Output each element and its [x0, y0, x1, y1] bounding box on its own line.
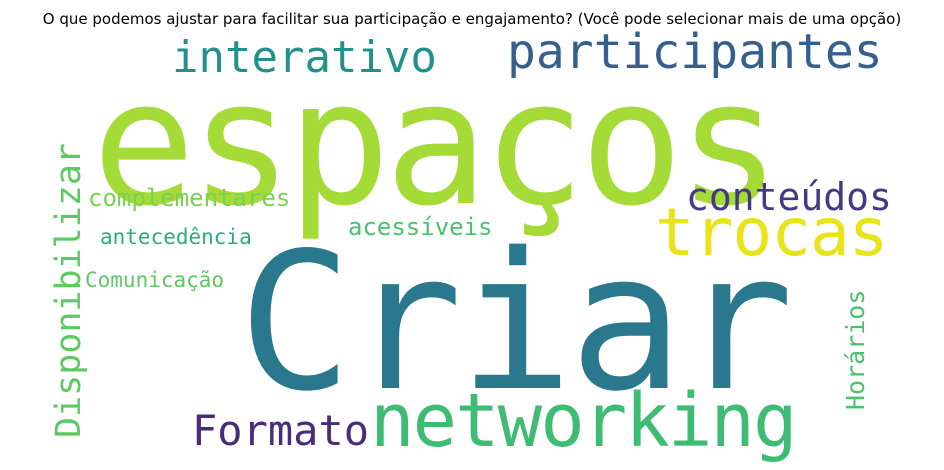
word-conteudos: conteúdos [686, 175, 892, 219]
word-espacos: espaços [92, 43, 781, 244]
word-disponibilizar: Disponibilizar [49, 142, 89, 438]
word-criar: Criar [238, 212, 794, 433]
word-formato: Formato [192, 406, 370, 455]
word-participantes: participantes [507, 24, 883, 80]
word-comunicacao: Comunicação [85, 268, 225, 292]
word-interativo: interativo [172, 32, 437, 83]
word-complementares: complementares [88, 184, 291, 212]
word-trocas: trocas [655, 194, 888, 271]
word-horarios: Horários [841, 289, 870, 410]
word-acessiveis: acessíveis [348, 213, 493, 241]
word-networking: networking [370, 378, 798, 464]
word-antecedencia: antecedência [100, 225, 252, 249]
chart-title: O que podemos ajustar para facilitar sua… [42, 10, 902, 28]
